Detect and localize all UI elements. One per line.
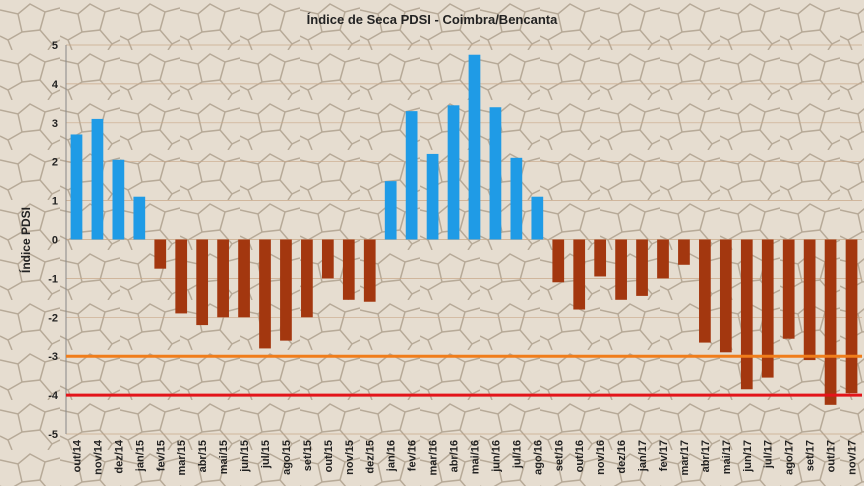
x-tick-label: jan/15 [134,440,146,472]
x-tick-label: nov/17 [847,440,859,475]
x-tick-label: set/16 [553,440,565,471]
bar [511,158,523,240]
y-tick-label: 1 [52,196,58,208]
bar [385,181,397,239]
bar [322,240,334,279]
y-tick-label: 0 [52,235,58,247]
bar [636,240,648,296]
bar [217,240,229,318]
bar [71,134,83,239]
x-tick-label: set/17 [805,440,817,471]
x-tick-label: out/15 [323,440,335,472]
y-tick-label: -2 [48,312,58,324]
x-tick-label: abr/15 [197,440,209,472]
x-tick-label: jul/17 [763,440,775,469]
bar [615,240,627,300]
x-tick-label: out/14 [71,439,83,472]
x-tick-label: ago/17 [784,440,796,475]
x-tick-label: out/16 [574,440,586,472]
bar [427,154,439,240]
bar [531,197,543,240]
x-tick-label: fev/16 [407,440,419,471]
x-tick-label: nov/14 [92,439,104,475]
x-tick-label: dez/14 [113,439,125,474]
x-tick-label: abr/17 [700,440,712,472]
bar [238,240,250,318]
x-tick-label: fev/17 [658,440,670,471]
x-tick-label: jun/15 [239,440,251,473]
bar [657,240,669,279]
bar [133,197,145,240]
x-tick-label: jan/17 [637,440,649,472]
bar [678,240,690,265]
y-tick-label: -5 [48,429,58,441]
x-tick-label: dez/15 [365,440,377,474]
bar [552,240,564,283]
bar [720,240,732,353]
bar [741,240,753,390]
bar [343,240,355,300]
x-tick-label: abr/16 [449,440,461,472]
bar [113,160,125,240]
x-tick-label: jun/16 [490,440,502,473]
background [0,0,864,486]
x-tick-label: mar/15 [176,440,188,475]
x-tick-label: ago/15 [281,440,293,475]
x-tick-label: jun/17 [742,440,754,473]
x-tick-label: dez/16 [616,440,628,474]
y-tick-label: 5 [52,40,58,52]
bar [364,240,376,302]
chart-title: Índice de Seca PDSI - Coimbra/Bencanta [307,12,558,27]
bar [259,240,271,349]
y-tick-label: -1 [48,273,58,285]
bar [783,240,795,339]
bar [469,55,481,240]
bar [196,240,208,326]
x-tick-label: mai/17 [721,440,733,474]
y-axis-label: Índice PDSI [18,207,33,273]
bar [594,240,606,277]
x-tick-label: nov/16 [595,440,607,475]
x-tick-label: nov/15 [344,440,356,475]
bar [699,240,711,343]
y-tick-label: -4 [48,390,59,402]
x-tick-label: mar/17 [679,440,691,475]
x-tick-label: mai/16 [469,440,481,474]
y-tick-label: 4 [52,79,59,91]
x-tick-label: out/17 [826,440,838,472]
y-tick-label: -3 [48,351,58,363]
x-tick-label: jul/15 [260,440,272,469]
bar [175,240,187,314]
bar [825,240,837,405]
bar [804,240,816,361]
bar [490,107,502,239]
y-tick-label: 3 [52,118,58,130]
bar [92,119,104,240]
x-tick-label: mai/15 [218,440,230,474]
x-tick-label: ago/16 [532,440,544,475]
chart: Índice de Seca PDSI - Coimbra/Bencanta Í… [0,0,864,486]
bar [280,240,292,341]
bar [573,240,585,310]
bar [448,105,460,239]
x-tick-label: set/15 [302,440,314,471]
x-tick-label: fev/15 [155,440,167,471]
x-tick-label: jan/16 [386,440,398,472]
bar [846,240,858,394]
x-tick-label: mar/16 [428,440,440,475]
bar [154,240,166,269]
bar [406,111,418,239]
bar [301,240,313,318]
y-tick-label: 2 [52,157,58,169]
x-tick-label: jul/16 [511,440,523,469]
